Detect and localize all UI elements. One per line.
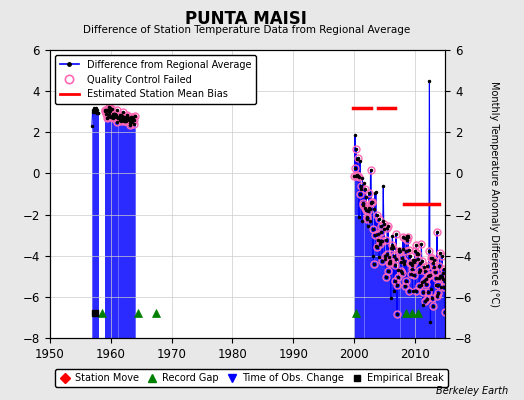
Text: Berkeley Earth: Berkeley Earth bbox=[436, 386, 508, 396]
Text: Difference of Station Temperature Data from Regional Average: Difference of Station Temperature Data f… bbox=[83, 25, 410, 35]
Text: PUNTA MAISI: PUNTA MAISI bbox=[185, 10, 307, 28]
Y-axis label: Monthly Temperature Anomaly Difference (°C): Monthly Temperature Anomaly Difference (… bbox=[489, 81, 499, 307]
Legend: Difference from Regional Average, Quality Control Failed, Estimated Station Mean: Difference from Regional Average, Qualit… bbox=[54, 55, 256, 104]
Legend: Station Move, Record Gap, Time of Obs. Change, Empirical Break: Station Move, Record Gap, Time of Obs. C… bbox=[55, 369, 448, 387]
